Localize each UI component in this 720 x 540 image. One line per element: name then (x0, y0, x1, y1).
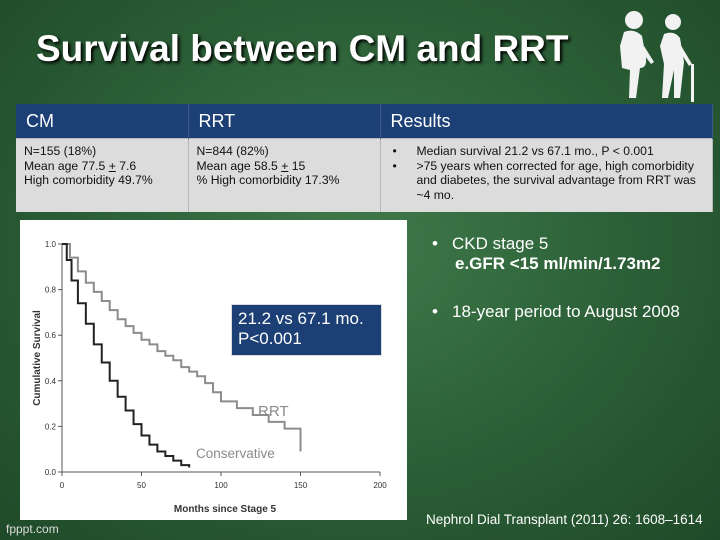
rrt-count: N=844 (82%) (196, 144, 269, 158)
y-tick-label: 1.0 (45, 240, 57, 249)
table-header-row: CM RRT Results (16, 104, 713, 139)
y-tick-label: 0.6 (45, 331, 57, 340)
y-tick-label: 0.8 (45, 286, 57, 295)
citation: Nephrol Dial Transplant (2011) 26: 1608–… (426, 512, 703, 527)
result-age-adjusted: >75 years when corrected for age, high c… (393, 159, 704, 203)
header-rrt: RRT (188, 104, 381, 139)
slide-title: Survival between CM and RRT (36, 28, 569, 69)
cm-age: Mean age 77.5 + 7.6 (24, 158, 137, 173)
y-ticks: 0.0 0.2 0.4 0.6 0.8 1.0 (45, 240, 62, 477)
cm-count: N=155 (18%) (24, 144, 97, 158)
survival-curves (62, 243, 302, 468)
x-tick-label: 150 (294, 481, 308, 490)
header-results: Results (380, 104, 713, 139)
rrt-comorbidity: % High comorbidity 17.3% (196, 173, 340, 187)
bullet-ckd-stage: • CKD stage 5 e.GFR <15 ml/min/1.73m2 (428, 234, 718, 274)
brand-watermark: fpppt.com (6, 522, 59, 536)
summary-table: CM RRT Results N=155 (18%) Mean age 77.5… (16, 104, 713, 212)
x-tick-label: 100 (214, 481, 228, 490)
cell-results: Median survival 21.2 vs 67.1 mo., P < 0.… (380, 138, 713, 212)
header-cm: CM (16, 104, 189, 139)
y-tick-label: 0.0 (45, 468, 57, 477)
key-points: • CKD stage 5 e.GFR <15 ml/min/1.73m2 • … (428, 234, 718, 322)
x-tick-label: 200 (373, 481, 387, 490)
result-median-survival: Median survival 21.2 vs 67.1 mo., P < 0.… (393, 144, 704, 159)
cell-rrt: N=844 (82%) Mean age 58.5 + 15 % High co… (188, 138, 381, 212)
survival-curve-rrt (62, 243, 302, 452)
y-axis-label: Cumulative Survival (32, 310, 43, 406)
median-survival-callout: 21.2 vs 67.1 mo. P<0.001 (231, 304, 382, 356)
x-ticks: 0 50 100 150 200 (60, 472, 387, 490)
survival-curve-conservative (62, 243, 191, 468)
survival-chart: 0.0 0.2 0.4 0.6 0.8 1.0 0 50 100 150 200 Cumulati… (20, 220, 407, 520)
elderly-couple-icon (620, 11, 694, 102)
x-axis-label: Months since Stage 5 (174, 504, 277, 515)
x-tick-label: 0 (60, 481, 65, 490)
x-tick-label: 50 (137, 481, 146, 490)
bullet-egfr: e.GFR <15 ml/min/1.73m2 (455, 254, 661, 273)
bullet-study-period: • 18-year period to August 2008 (432, 302, 680, 321)
series-label-conservative: Conservative (196, 446, 275, 461)
cell-cm: N=155 (18%) Mean age 77.5 + 7.6 High com… (16, 138, 189, 212)
cm-comorbidity: High comorbidity 49.7% (24, 173, 153, 187)
y-tick-label: 0.4 (45, 377, 57, 386)
y-tick-label: 0.2 (45, 422, 57, 431)
table-row: N=155 (18%) Mean age 77.5 + 7.6 High com… (16, 138, 713, 212)
rrt-age: Mean age 58.5 + 15 (196, 158, 306, 173)
series-label-rrt: RRT (258, 403, 289, 420)
